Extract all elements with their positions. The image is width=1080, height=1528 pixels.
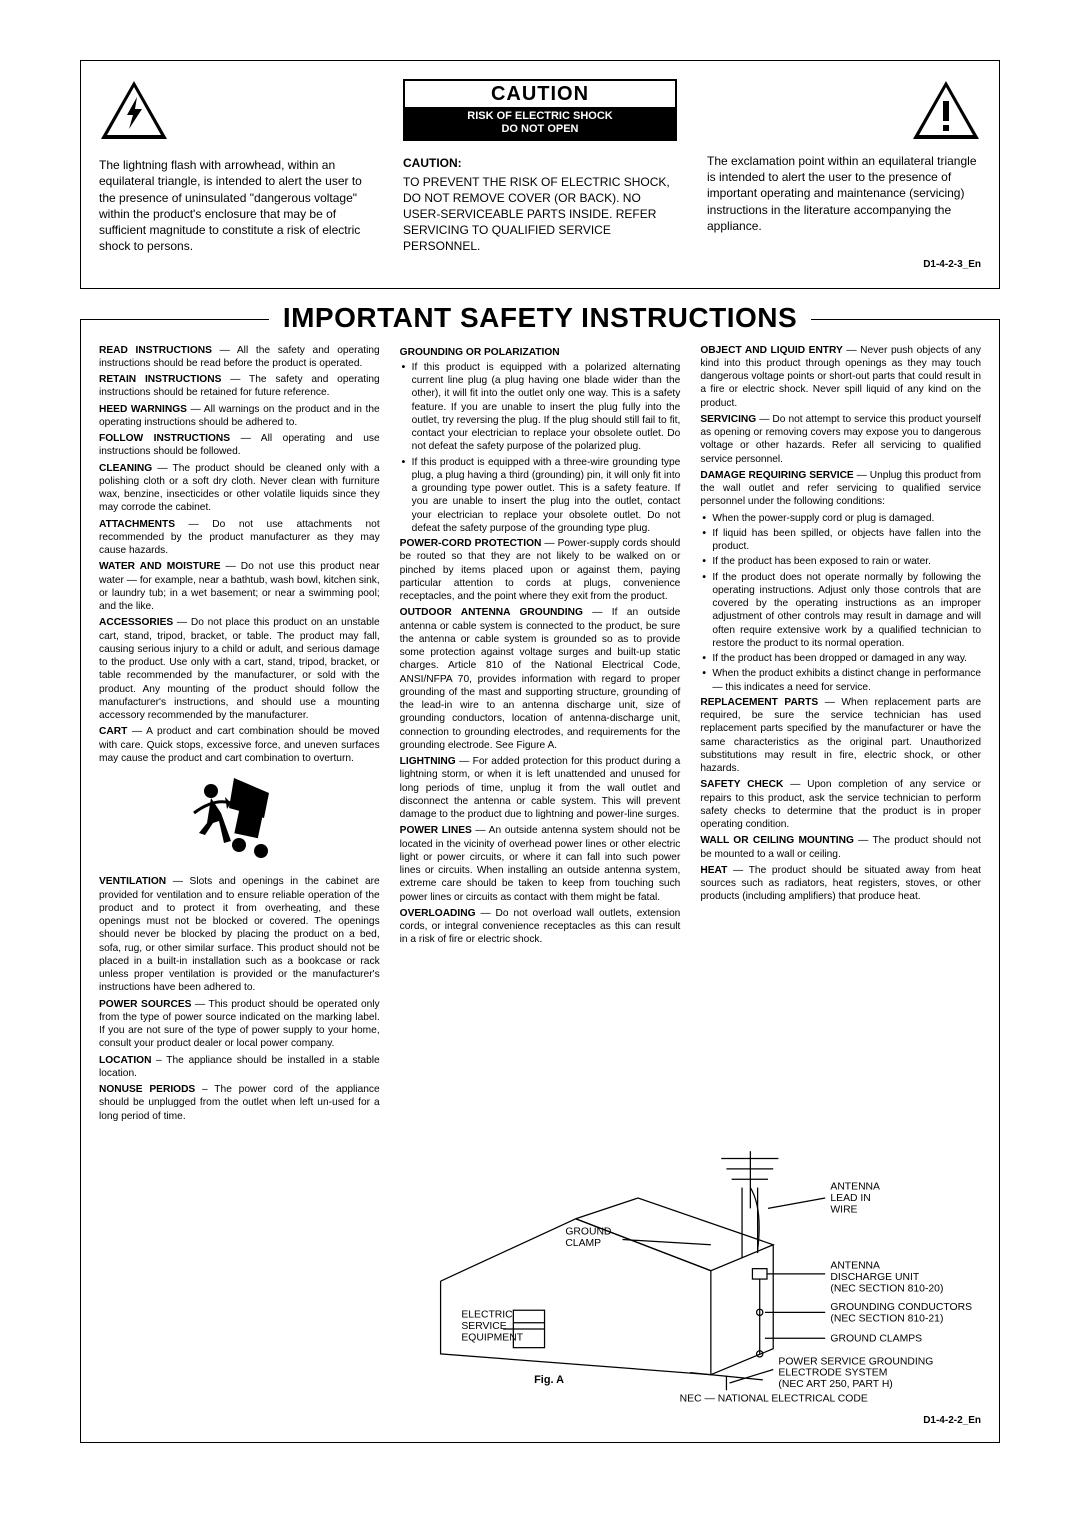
caution-box: The lightning flash with arrowhead, with… — [80, 60, 1000, 289]
svg-text:(NEC ART 250, PART H): (NEC ART 250, PART H) — [778, 1379, 892, 1390]
svg-text:ELECTRODE SYSTEM: ELECTRODE SYSTEM — [778, 1367, 887, 1378]
instruction-item: WALL OR CEILING MOUNTING — The product s… — [700, 834, 981, 861]
column-1: READ INSTRUCTIONS — All the safety and o… — [99, 344, 380, 1126]
instruction-item: HEAT — The product should be situated aw… — [700, 864, 981, 904]
bullet-item: If this product is equipped with a three… — [400, 456, 681, 536]
instruction-item: ATTACHMENTS — Do not use attachments not… — [99, 518, 380, 558]
caution-left: The lightning flash with arrowhead, with… — [99, 79, 373, 255]
antenna-grounding-figure: ANTENNA LEAD IN WIRE GROUND CLAMP ANTENN… — [399, 1146, 981, 1409]
cart-tip-icon — [189, 773, 289, 863]
svg-text:POWER SERVICE GROUNDING: POWER SERVICE GROUNDING — [778, 1356, 933, 1367]
caution-title: CAUTION — [405, 81, 675, 107]
instruction-item: HEED WARNINGS — All warnings on the prod… — [99, 403, 380, 430]
column-2: GROUNDING OR POLARIZATION If this product… — [400, 344, 681, 1126]
svg-text:CLAMP: CLAMP — [565, 1238, 601, 1249]
antenna-diagram-icon: ANTENNA LEAD IN WIRE GROUND CLAMP ANTENN… — [399, 1146, 981, 1406]
svg-text:NEC — NATIONAL ELECTRICAL CODE: NEC — NATIONAL ELECTRICAL CODE — [680, 1393, 868, 1404]
caution-sub: RISK OF ELECTRIC SHOCKDO NOT OPEN — [405, 107, 675, 139]
bullet-item: If the product has been exposed to rain … — [700, 555, 981, 568]
safety-instructions-box: IMPORTANT SAFETY INSTRUCTIONS READ INSTR… — [80, 319, 1000, 1443]
lightning-triangle-icon — [99, 79, 169, 141]
instruction-item: CLEANING — The product should be cleaned… — [99, 462, 380, 515]
caution-header: CAUTION RISK OF ELECTRIC SHOCKDO NOT OPE… — [403, 79, 677, 141]
cart-tip-figure — [99, 773, 380, 867]
instruction-item: VENTILATION — Slots and openings in the … — [99, 875, 380, 994]
instruction-item: CART — A product and cart combination sh… — [99, 725, 380, 765]
exclamation-triangle-icon — [911, 79, 981, 141]
caution-word: CAUTION: — [403, 155, 677, 171]
svg-text:GROUND CLAMPS: GROUND CLAMPS — [830, 1333, 922, 1344]
instruction-item: FOLLOW INSTRUCTIONS — All operating and … — [99, 432, 380, 459]
svg-text:ANTENNA: ANTENNA — [830, 1260, 880, 1271]
instruction-item: RETAIN INSTRUCTIONS — The safety and ope… — [99, 373, 380, 400]
instruction-item: POWER-CORD PROTECTION — Power-supply cor… — [400, 537, 681, 603]
svg-text:DISCHARGE UNIT: DISCHARGE UNIT — [830, 1272, 919, 1283]
main-title: IMPORTANT SAFETY INSTRUCTIONS — [269, 302, 811, 334]
grounding-bullets: If this product is equipped with a polar… — [400, 361, 681, 535]
bullet-item: If the product has been dropped or damag… — [700, 652, 981, 665]
damage-bullets: When the power-supply cord or plug is da… — [700, 512, 981, 694]
instruction-item: SERVICING — Do not attempt to service th… — [700, 413, 981, 466]
svg-text:(NEC SECTION 810-20): (NEC SECTION 810-20) — [830, 1283, 943, 1294]
instruction-item: OUTDOOR ANTENNA GROUNDING — If an outsid… — [400, 606, 681, 752]
bullet-item: If the product does not operate normally… — [700, 571, 981, 651]
instruction-item: OBJECT AND LIQUID ENTRY — Never push obj… — [700, 344, 981, 410]
caution-center: CAUTION RISK OF ELECTRIC SHOCKDO NOT OPE… — [403, 79, 677, 255]
caution-right: The exclamation point within an equilate… — [707, 79, 981, 255]
caution-left-text: The lightning flash with arrowhead, with… — [99, 157, 373, 254]
instruction-item: OVERLOADING — Do not overload wall outle… — [400, 907, 681, 947]
bullet-item: When the product exhibits a distinct cha… — [700, 667, 981, 694]
instruction-item: POWER LINES — An outside antenna system … — [400, 824, 681, 904]
instruction-item: DAMAGE REQUIRING SERVICE — Unplug this p… — [700, 469, 981, 509]
svg-text:SERVICE: SERVICE — [461, 1321, 506, 1332]
grounding-heading: GROUNDING OR POLARIZATION — [400, 346, 681, 359]
caution-right-text: The exclamation point within an equilate… — [707, 153, 981, 234]
svg-text:(NEC SECTION 810-21): (NEC SECTION 810-21) — [830, 1313, 943, 1324]
instruction-item: POWER SOURCES — This product should be o… — [99, 998, 380, 1051]
fig-a-label: Fig. A — [534, 1374, 564, 1386]
column-3: OBJECT AND LIQUID ENTRY — Never push obj… — [700, 344, 981, 1126]
caution-code: D1-4-2-3_En — [99, 259, 981, 270]
bullet-item: If this product is equipped with a polar… — [400, 361, 681, 454]
svg-text:ELECTRIC: ELECTRIC — [461, 1309, 513, 1320]
caution-center-text: TO PREVENT THE RISK OF ELECTRIC SHOCK, D… — [403, 174, 677, 255]
main-code: D1-4-2-2_En — [99, 1415, 981, 1426]
svg-text:WIRE: WIRE — [830, 1204, 857, 1215]
instruction-item: LOCATION – The appliance should be insta… — [99, 1054, 380, 1081]
bullet-item: When the power-supply cord or plug is da… — [700, 512, 981, 525]
instruction-item: ACCESSORIES — Do not place this product … — [99, 616, 380, 722]
caution-row: The lightning flash with arrowhead, with… — [99, 79, 981, 255]
svg-text:LEAD IN: LEAD IN — [830, 1193, 870, 1204]
instruction-item: READ INSTRUCTIONS — All the safety and o… — [99, 344, 380, 371]
instruction-item: SAFETY CHECK — Upon completion of any se… — [700, 778, 981, 831]
bullet-item: If liquid has been spilled, or objects h… — [700, 527, 981, 554]
svg-text:GROUNDING CONDUCTORS: GROUNDING CONDUCTORS — [830, 1302, 972, 1313]
svg-text:EQUIPMENT: EQUIPMENT — [461, 1332, 523, 1343]
svg-text:GROUND: GROUND — [565, 1226, 611, 1237]
instruction-item: NONUSE PERIODS – The power cord of the a… — [99, 1083, 380, 1123]
instruction-item: WATER AND MOISTURE — Do not use this pro… — [99, 560, 380, 613]
columns: READ INSTRUCTIONS — All the safety and o… — [99, 344, 981, 1126]
svg-text:ANTENNA: ANTENNA — [830, 1181, 880, 1192]
instruction-item: REPLACEMENT PARTS — When replacement par… — [700, 696, 981, 776]
instruction-item: LIGHTNING — For added protection for thi… — [400, 755, 681, 821]
